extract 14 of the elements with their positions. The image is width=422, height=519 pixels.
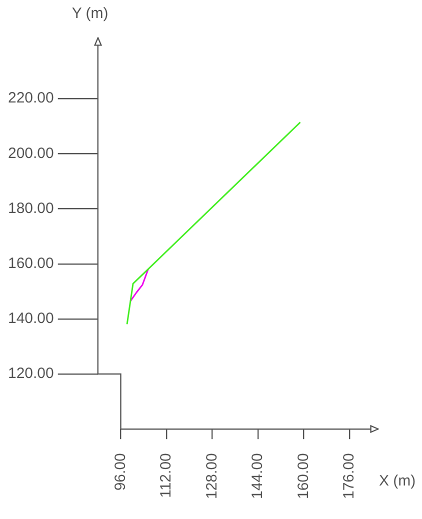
y-tick-label: 200.00: [8, 144, 54, 162]
x-tick-label: 112.00: [158, 453, 175, 498]
y-tick-label: 140.00: [8, 310, 54, 328]
x-tick-label: 160.00: [294, 453, 312, 500]
y-tick-label: 160.00: [8, 255, 54, 272]
x-tick-label: 144.00: [249, 453, 266, 500]
y-axis-title: Y (m): [72, 5, 108, 22]
x-tick-label: 176.00: [340, 453, 358, 500]
y-tick-label: 220.00: [8, 90, 54, 107]
y-tick-label: 120.00: [8, 365, 54, 382]
x-tick-label: 96.00: [112, 453, 129, 491]
y-tick-label: 180.00: [8, 200, 54, 217]
x-axis-title: X (m): [379, 472, 416, 490]
x-tick-label: 128.00: [203, 453, 220, 500]
